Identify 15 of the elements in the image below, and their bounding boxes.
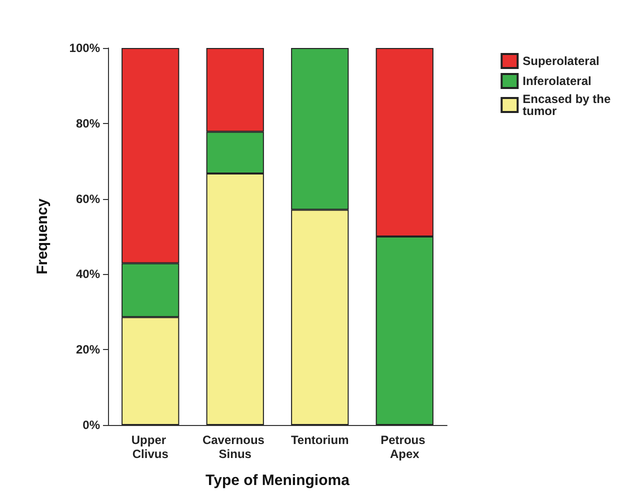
y-tick-label: 20% [76, 342, 100, 357]
y-tick-label: 80% [76, 116, 100, 130]
x-tick-label: Tentorium [290, 433, 349, 447]
y-axis-title: Frequency [34, 198, 51, 274]
y-tick-label: 0% [82, 418, 100, 432]
x-tick-label: Petrous Apex [380, 433, 429, 461]
y-tick-label: 100% [69, 41, 100, 55]
legend-label: Encased by the tumor [522, 92, 614, 118]
y-tick-label: 60% [76, 192, 100, 206]
legend-label: Inferolateral [522, 74, 592, 88]
x-tick-label: Upper Clivus [131, 433, 170, 461]
legend-label: Superolateral [522, 54, 600, 68]
x-tick-label: Cavernous Sinus [202, 433, 268, 461]
y-tick-label: 40% [76, 267, 100, 282]
x-axis-title: Type of Meningioma [206, 472, 350, 489]
